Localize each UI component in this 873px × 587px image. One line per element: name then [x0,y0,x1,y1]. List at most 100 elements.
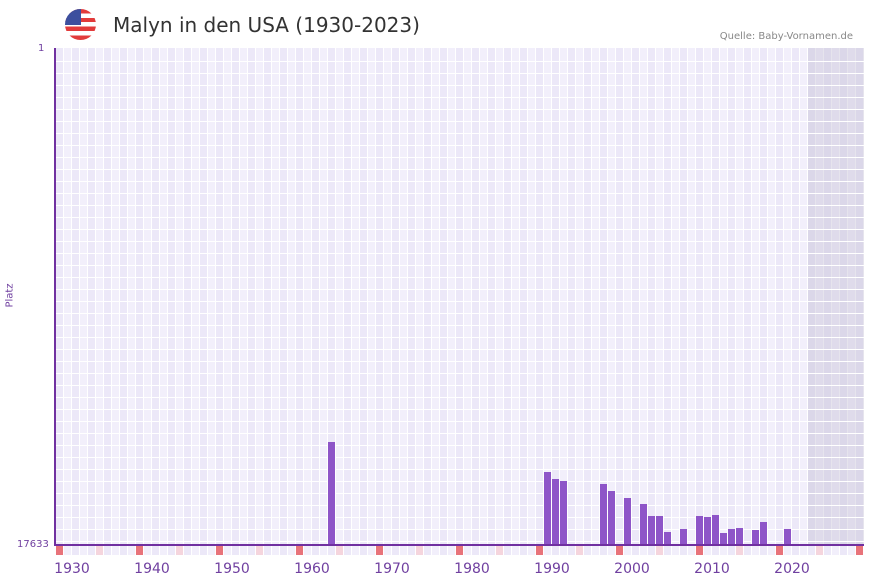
x-tick-2010: 2010 [694,561,730,577]
grid-line [56,433,864,434]
grid-line [56,121,864,122]
grid-line [56,325,864,326]
year-marker [464,546,471,555]
bar-1992[interactable] [552,479,559,545]
y-tick-top: 1 [38,43,45,54]
bar-2014[interactable] [728,529,735,545]
grid-column [176,48,183,545]
year-marker [424,546,431,555]
grid-line [56,469,864,470]
grid-column [800,48,807,545]
year-marker [712,546,719,555]
bar-2001[interactable] [624,498,631,545]
bar-2011[interactable] [704,517,711,545]
bar-2008[interactable] [680,529,687,545]
grid-column [816,48,823,545]
year-marker [592,546,599,555]
x-tick-1980: 1980 [454,561,490,577]
grid-column [168,48,175,545]
grid-line [56,181,864,182]
bar-2012[interactable] [712,515,719,545]
grid-column [504,48,511,545]
bar-2005[interactable] [656,516,663,545]
grid-column [584,48,591,545]
year-marker [552,546,559,555]
year-marker [232,546,239,555]
grid-column [416,48,423,545]
grid-column [248,48,255,545]
grid-column [400,48,407,545]
bar-2017[interactable] [752,530,759,545]
grid-column [312,48,319,545]
grid-column [664,48,671,545]
year-marker [768,546,775,555]
grid-line [56,145,864,146]
bar-2018[interactable] [760,522,767,545]
grid-column [824,48,831,545]
grid-column [832,48,839,545]
grid-column [440,48,447,545]
grid-column [288,48,295,545]
grid-column [536,48,543,545]
grid-column [392,48,399,545]
grid-line [56,253,864,254]
year-marker [440,546,447,555]
year-marker [776,546,783,555]
bar-1991[interactable] [544,472,551,545]
grid-column [216,48,223,545]
bar-2010[interactable] [696,516,703,545]
year-marker [744,546,751,555]
grid-line [56,217,864,218]
x-tick-2000: 2000 [614,561,650,577]
grid-column [656,48,663,545]
bar-1998[interactable] [600,484,607,545]
year-marker [352,546,359,555]
grid-column [632,48,639,545]
grid-line [56,361,864,362]
year-marker [400,546,407,555]
year-marker [480,546,487,555]
grid-column [344,48,351,545]
year-marker [704,546,711,555]
year-marker [520,546,527,555]
grid-column [336,48,343,545]
year-marker [568,546,575,555]
year-marker [472,546,479,555]
year-marker [728,546,735,555]
grid-line [56,61,864,62]
year-marker [840,546,847,555]
grid-column [648,48,655,545]
grid-line [56,301,864,302]
chart-title: Malyn in den USA (1930-2023) [113,13,420,37]
year-marker [56,546,63,555]
year-marker [256,546,263,555]
grid-column [736,48,743,545]
grid-line [56,457,864,458]
year-marker [248,546,255,555]
year-marker [616,546,623,555]
grid-column [464,48,471,545]
bar-2006[interactable] [664,532,671,545]
year-marker [632,546,639,555]
bar-2013[interactable] [720,533,727,545]
bar-2003[interactable] [640,504,647,545]
bar-1999[interactable] [608,491,615,545]
grid-line [56,313,864,314]
bar-1993[interactable] [560,481,567,545]
year-marker [648,546,655,555]
year-marker [832,546,839,555]
year-marker [184,546,191,555]
grid-column [88,48,95,545]
grid-column [160,48,167,545]
bar-2021[interactable] [784,529,791,545]
year-marker [360,546,367,555]
grid-column [608,48,615,545]
grid-column [152,48,159,545]
bar-2015[interactable] [736,528,743,545]
year-marker [128,546,135,555]
bar-2004[interactable] [648,516,655,545]
bar-1964[interactable] [328,442,335,545]
grid-column [432,48,439,545]
year-marker [96,546,103,555]
y-tick-bottom: 17633 [17,539,49,550]
